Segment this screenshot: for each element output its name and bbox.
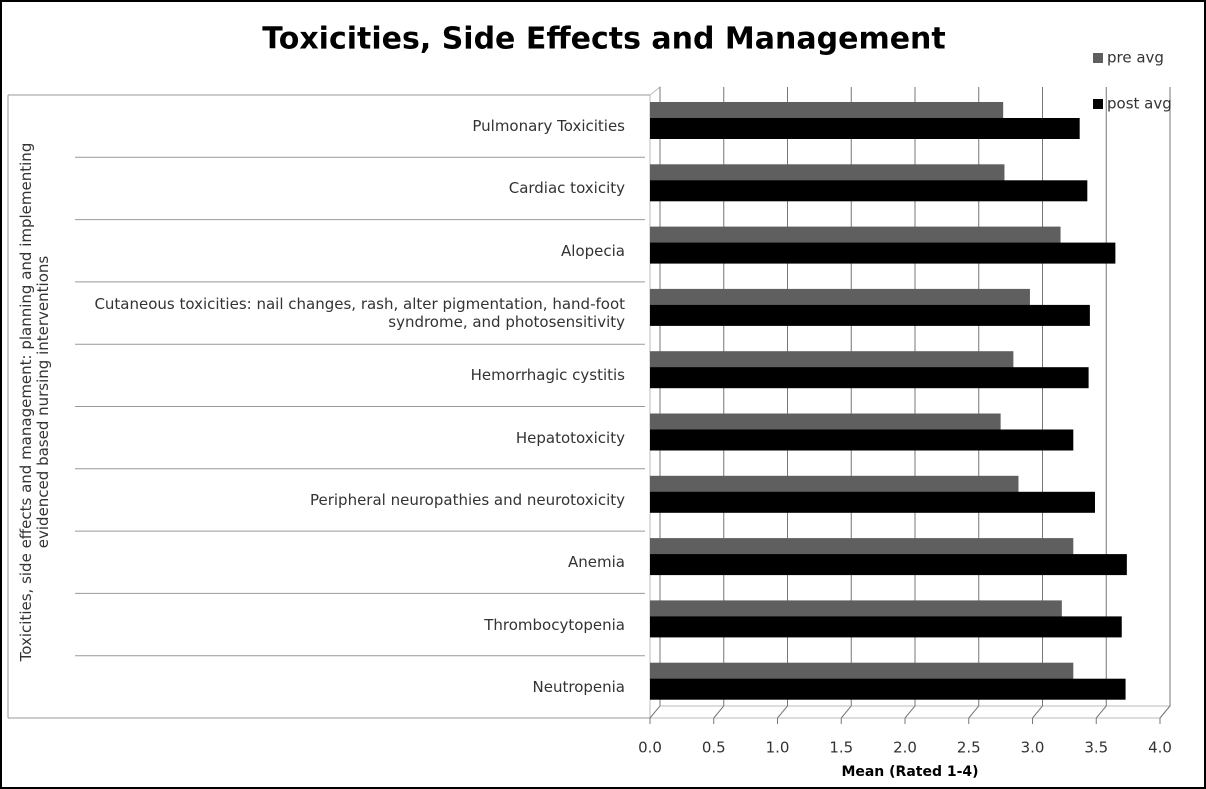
- grid-line: [1095, 87, 1107, 719]
- grid-line: [1159, 87, 1171, 719]
- y-tick-label: Peripheral neuropathies and neurotoxicit…: [309, 490, 625, 509]
- y-tick-label: Thrombocytopenia: [484, 615, 625, 634]
- legend-label: pre avg: [1107, 49, 1164, 67]
- y-tick-label: Hemorrhagic cystitis: [470, 366, 625, 385]
- bar: [650, 554, 1127, 576]
- x-tick-label: 1.0: [766, 739, 790, 757]
- y-tick-label: Cardiac toxicity: [508, 179, 625, 198]
- x-tick-label: 2.0: [893, 739, 917, 757]
- bar: [650, 662, 1074, 683]
- bar: [650, 164, 1005, 185]
- bar: [650, 616, 1122, 638]
- x-tick-label: 3.5: [1084, 739, 1108, 757]
- x-tick-label: 0.5: [702, 739, 726, 757]
- bar: [650, 351, 1014, 372]
- bar: [650, 304, 1090, 326]
- chart-title: Toxicities, Side Effects and Management: [262, 22, 946, 57]
- x-tick-label: 0.0: [638, 739, 662, 757]
- bar: [650, 538, 1074, 559]
- y-tick-label: Alopecia: [561, 241, 625, 260]
- x-axis-title: Mean (Rated 1-4): [841, 764, 978, 780]
- grid-line: [1032, 87, 1043, 719]
- legend-swatch: [1093, 99, 1103, 109]
- y-tick-label: Cutaneous toxicities: nail changes, rash…: [94, 295, 625, 332]
- legend-swatch: [1093, 53, 1103, 63]
- bar: [650, 242, 1116, 264]
- x-tick-label: 2.5: [957, 739, 981, 757]
- bar: [650, 678, 1126, 700]
- x-tick-label: 1.5: [829, 739, 853, 757]
- bar: [650, 491, 1095, 513]
- y-tick-label: Hepatotoxicity: [515, 428, 625, 447]
- bar: [650, 600, 1062, 621]
- bar: [650, 118, 1080, 139]
- bar: [650, 180, 1088, 202]
- y-tick-label: Pulmonary Toxicities: [472, 117, 625, 136]
- bar: [650, 288, 1030, 309]
- bar: [650, 226, 1061, 247]
- x-tick-label: 3.0: [1021, 739, 1045, 757]
- bar: [650, 102, 1004, 122]
- y-axis-title: Toxicities, side effects and management:…: [17, 142, 52, 662]
- bar: [650, 475, 1019, 496]
- bar: [650, 367, 1089, 389]
- bar: [650, 413, 1001, 434]
- legend-label: post avg: [1107, 95, 1172, 113]
- y-tick-label: Neutropenia: [532, 677, 625, 696]
- y-tick-label: Anemia: [568, 553, 625, 572]
- bar: [650, 429, 1074, 451]
- x-tick-label: 4.0: [1148, 739, 1172, 757]
